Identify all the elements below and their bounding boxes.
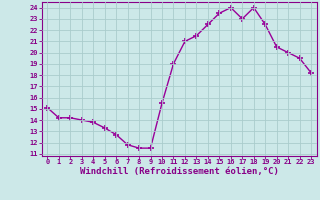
X-axis label: Windchill (Refroidissement éolien,°C): Windchill (Refroidissement éolien,°C) (80, 167, 279, 176)
